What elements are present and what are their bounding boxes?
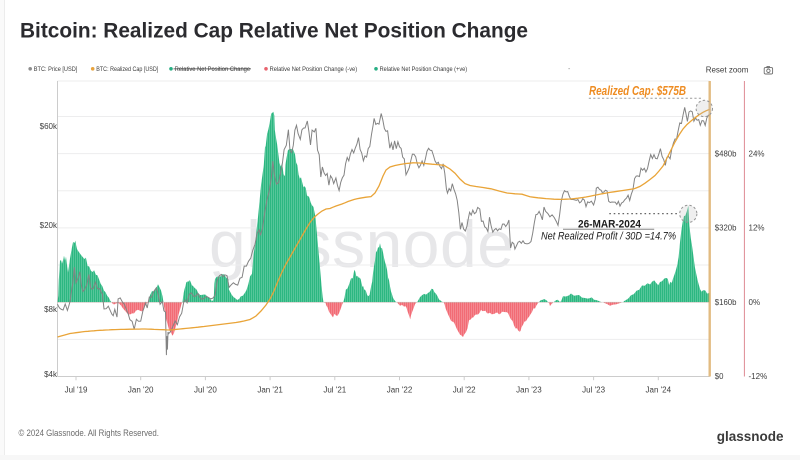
svg-text:Jul '23: Jul '23 [582,386,605,395]
svg-text:Net Realized Profit / 30D =14.: Net Realized Profit / 30D =14.7% [541,230,676,242]
svg-text:BTC: Price [USD]: BTC: Price [USD] [34,66,78,73]
svg-text:$320b: $320b [715,224,737,233]
svg-text:Relative Net Position Change (: Relative Net Position Change (-ve) [270,66,358,73]
svg-text:-: - [568,66,571,73]
svg-text:BTC: Realized Cap [USD]: BTC: Realized Cap [USD] [96,66,158,73]
svg-text:Jan '23: Jan '23 [516,386,542,395]
svg-text:$4k: $4k [44,370,58,379]
svg-text:$480b: $480b [715,149,737,158]
svg-text:Realized Cap: $575B: Realized Cap: $575B [589,83,686,98]
svg-text:Jul '20: Jul '20 [194,386,217,395]
svg-text:26-MAR-2024: 26-MAR-2024 [578,218,642,230]
svg-text:-12%: -12% [749,372,768,381]
svg-text:Jan '20: Jan '20 [128,386,154,395]
svg-text:Reset zoom: Reset zoom [706,66,749,75]
svg-text:Jan '21: Jan '21 [257,386,283,395]
svg-text:$60k: $60k [40,122,58,131]
svg-text:Relative Net Position Change: Relative Net Position Change [175,66,251,73]
svg-text:Jan '24: Jan '24 [646,386,672,395]
svg-text:12%: 12% [749,224,765,233]
svg-text:Relative Net Position Change (: Relative Net Position Change (+ve) [380,66,468,73]
svg-text:$0: $0 [715,372,724,381]
svg-text:$20k: $20k [40,221,58,230]
svg-text:$160b: $160b [715,298,737,307]
svg-text:$8k: $8k [44,305,58,314]
svg-text:glassnode: glassnode [717,428,784,444]
svg-text:0%: 0% [749,298,761,307]
svg-text:Jul '21: Jul '21 [323,386,346,395]
svg-text:Jan '22: Jan '22 [387,386,413,395]
svg-text:24%: 24% [749,149,765,158]
svg-text:Jul '22: Jul '22 [453,386,476,395]
svg-text:Bitcoin: Realized Cap Relative: Bitcoin: Realized Cap Relative Net Posit… [20,19,528,43]
svg-text:© 2024 Glassnode. All Rights R: © 2024 Glassnode. All Rights Reserved. [19,428,160,438]
svg-text:Jul '19: Jul '19 [65,386,88,395]
